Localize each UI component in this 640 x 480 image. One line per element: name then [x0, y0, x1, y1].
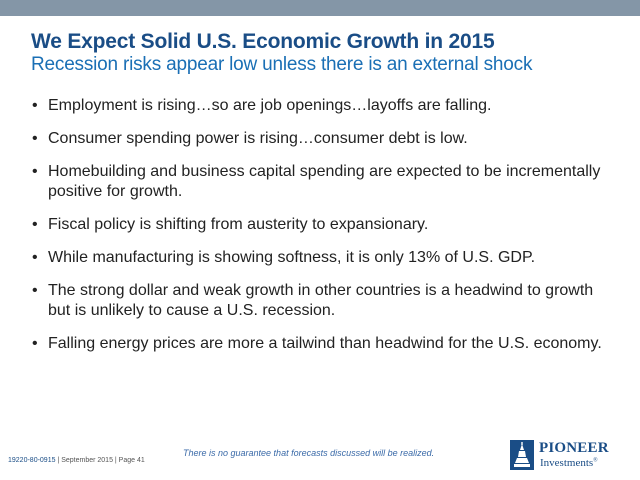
pioneer-logo-icon — [510, 440, 534, 470]
bullet-item: • Falling energy prices are more a tailw… — [31, 334, 611, 354]
bullet-dot: • — [32, 249, 38, 266]
bullet-item: • Employment is rising…so are job openin… — [31, 96, 611, 116]
bullet-item: • Homebuilding and business capital spen… — [31, 162, 611, 202]
footer-reference: 19220-80-0915 | September 2015 | Page 41 — [8, 457, 145, 464]
bullet-text: Consumer spending power is rising…consum… — [48, 130, 468, 147]
bullet-text: The strong dollar and weak growth in oth… — [48, 282, 594, 319]
bullet-dot: • — [32, 335, 38, 352]
slide-subtitle: Recession risks appear low unless there … — [31, 54, 533, 75]
bullet-item: • Fiscal policy is shifting from austeri… — [31, 215, 611, 235]
logo-subtitle: Investments® — [540, 457, 598, 469]
bullet-list: • Employment is rising…so are job openin… — [31, 96, 611, 367]
logo-name: PIONEER — [539, 440, 609, 456]
date-and-page: | September 2015 | Page 41 — [55, 457, 145, 464]
bullet-dot: • — [32, 97, 38, 114]
document-code: 19220-80-0915 — [8, 457, 56, 464]
bullet-dot: • — [32, 130, 38, 147]
bullet-item: • The strong dollar and weak growth in o… — [31, 281, 611, 321]
bullet-dot: • — [32, 216, 38, 233]
bullet-dot: • — [32, 163, 38, 180]
pioneer-logo: PIONEER Investments® — [510, 440, 635, 472]
bullet-item: • While manufacturing is showing softnes… — [31, 248, 611, 268]
forecast-disclaimer: There is no guarantee that forecasts dis… — [183, 448, 435, 458]
slide-title: We Expect Solid U.S. Economic Growth in … — [31, 30, 495, 53]
bullet-item: • Consumer spending power is rising…cons… — [31, 129, 611, 149]
top-band — [0, 0, 640, 16]
bullet-text: While manufacturing is showing softness,… — [48, 249, 536, 266]
bullet-text: Employment is rising…so are job openings… — [48, 97, 492, 114]
bullet-text: Homebuilding and business capital spendi… — [48, 163, 601, 200]
bullet-text: Falling energy prices are more a tailwin… — [48, 335, 602, 352]
logo-sub-text: Investments — [540, 457, 594, 469]
bullet-text: Fiscal policy is shifting from austerity… — [48, 216, 429, 233]
bullet-dot: • — [32, 282, 38, 299]
registered-mark: ® — [593, 457, 598, 464]
